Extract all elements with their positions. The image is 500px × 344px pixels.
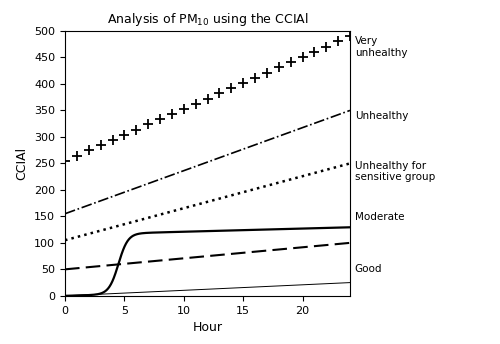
Text: Moderate: Moderate: [355, 213, 404, 223]
X-axis label: Hour: Hour: [192, 321, 222, 334]
Text: Very
unhealthy: Very unhealthy: [355, 36, 407, 58]
Y-axis label: CCIAl: CCIAl: [16, 147, 28, 180]
Text: Good: Good: [355, 264, 382, 275]
Title: Analysis of PM$_{10}$ using the CCIAl: Analysis of PM$_{10}$ using the CCIAl: [106, 11, 308, 28]
Text: Unhealthy for
sensitive group: Unhealthy for sensitive group: [355, 161, 435, 182]
Text: Unhealthy: Unhealthy: [355, 111, 408, 121]
